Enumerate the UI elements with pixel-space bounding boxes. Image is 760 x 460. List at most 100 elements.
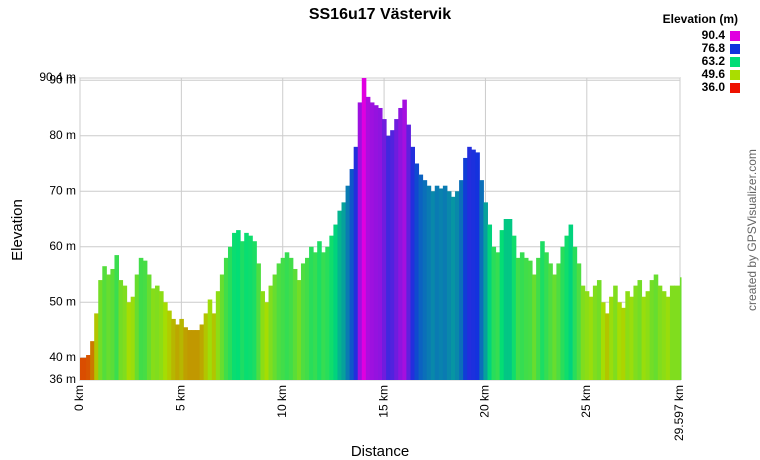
- elevation-bar: [373, 105, 379, 380]
- elevation-bar: [661, 291, 667, 380]
- elevation-bar: [349, 169, 355, 380]
- elevation-bar: [110, 268, 115, 380]
- elevation-bar: [317, 241, 322, 380]
- credit: created by GPSVisualizer.com: [745, 149, 759, 311]
- y-tick-label: 40 m: [49, 350, 76, 364]
- x-tick-label: 0 km: [72, 385, 86, 411]
- elevation-bar: [284, 252, 290, 380]
- elevation-bar: [402, 99, 407, 381]
- elevation-bar: [126, 302, 132, 380]
- elevation-bar: [207, 299, 213, 380]
- elevation-bar: [487, 224, 493, 380]
- elevation-bar: [430, 191, 436, 380]
- elevation-bar: [329, 235, 334, 380]
- elevation-bar: [576, 263, 582, 380]
- legend-swatch: [730, 44, 740, 54]
- elevation-bar: [633, 285, 638, 380]
- elevation-bar: [264, 302, 270, 380]
- elevation-bar: [163, 302, 168, 380]
- y-tick-label: 50 m: [49, 294, 76, 308]
- elevation-bar: [94, 313, 99, 380]
- legend-swatch: [730, 70, 740, 80]
- elevation-bar: [625, 291, 630, 380]
- elevation-bar: [544, 252, 549, 380]
- elevation-bar: [471, 149, 476, 380]
- legend-swatch: [730, 83, 740, 93]
- elevation-bar: [80, 357, 87, 380]
- elevation-bar: [300, 263, 306, 380]
- elevation-bar: [341, 202, 347, 380]
- elevation-bar: [446, 191, 452, 380]
- elevation-bar: [422, 180, 428, 380]
- x-tick-label: 10 km: [275, 385, 289, 418]
- elevation-bar: [191, 330, 197, 380]
- elevation-bar: [584, 291, 590, 380]
- elevation-bar: [463, 157, 468, 380]
- elevation-bar: [503, 219, 509, 380]
- elevation-bar: [600, 302, 606, 380]
- elevation-bar: [434, 185, 440, 380]
- elevation-bar: [142, 260, 148, 380]
- elevation-bar: [199, 324, 205, 380]
- elevation-bar: [455, 191, 460, 380]
- elevation-bar: [118, 280, 124, 380]
- elevation-bar: [613, 285, 618, 380]
- y-tick-label: 80 m: [49, 128, 76, 142]
- elevation-bar: [499, 230, 505, 380]
- elevation-bar: [641, 296, 647, 380]
- elevation-bar: [134, 274, 140, 380]
- elevation-bar: [406, 124, 411, 380]
- elevation-bar: [272, 274, 278, 380]
- elevation-bar: [353, 146, 359, 380]
- x-tick-label: 15 km: [376, 385, 390, 418]
- elevation-bar: [159, 291, 164, 380]
- elevation-bar: [292, 268, 298, 380]
- elevation-bar: [211, 313, 217, 380]
- elevation-bar: [596, 280, 602, 380]
- elevation-bar: [548, 263, 553, 380]
- x-tick-label: 5 km: [174, 385, 188, 411]
- elevation-bar: [564, 235, 570, 380]
- elevation-bar: [203, 313, 209, 380]
- elevation-bar: [515, 257, 521, 380]
- elevation-bar: [378, 107, 383, 381]
- elevation-bar: [268, 285, 274, 380]
- elevation-bar: [288, 257, 294, 380]
- x-axis-label: Distance: [351, 443, 409, 460]
- elevation-bar: [426, 185, 432, 380]
- elevation-bar: [361, 78, 367, 380]
- elevation-bar: [252, 241, 257, 380]
- elevation-bar: [475, 152, 480, 380]
- elevation-bar: [223, 257, 229, 380]
- elevation-bar: [568, 224, 574, 380]
- elevation-bar: [560, 246, 566, 380]
- elevation-bar: [333, 224, 338, 380]
- elevation-bar: [394, 119, 399, 381]
- elevation-bar: [552, 274, 557, 380]
- elevation-bar: [175, 324, 180, 380]
- elevation-bar: [90, 341, 95, 380]
- y-tick-label: 60 m: [49, 239, 76, 253]
- elevation-bar: [167, 310, 172, 380]
- elevation-bar: [357, 102, 363, 381]
- elevation-bar: [187, 330, 192, 380]
- elevation-bar: [540, 241, 545, 380]
- legend-title: Elevation (m): [663, 12, 738, 26]
- elevation-bar: [665, 296, 671, 380]
- elevation-bar: [146, 274, 152, 380]
- elevation-bar: [645, 291, 651, 380]
- elevation-bar: [150, 288, 156, 380]
- elevation-bar: [605, 313, 610, 380]
- elevation-bar: [479, 180, 484, 380]
- elevation-bar: [669, 285, 675, 380]
- x-tick-label: 29.597 km: [672, 385, 686, 441]
- elevation-bar: [122, 285, 128, 380]
- elevation-bar: [629, 296, 634, 380]
- elevation-bar: [138, 257, 144, 380]
- elevation-bar: [442, 185, 448, 380]
- legend-label: 90.4: [702, 28, 726, 42]
- elevation-bar: [495, 252, 501, 380]
- elevation-bar: [592, 285, 598, 380]
- elevation-bar: [511, 235, 517, 380]
